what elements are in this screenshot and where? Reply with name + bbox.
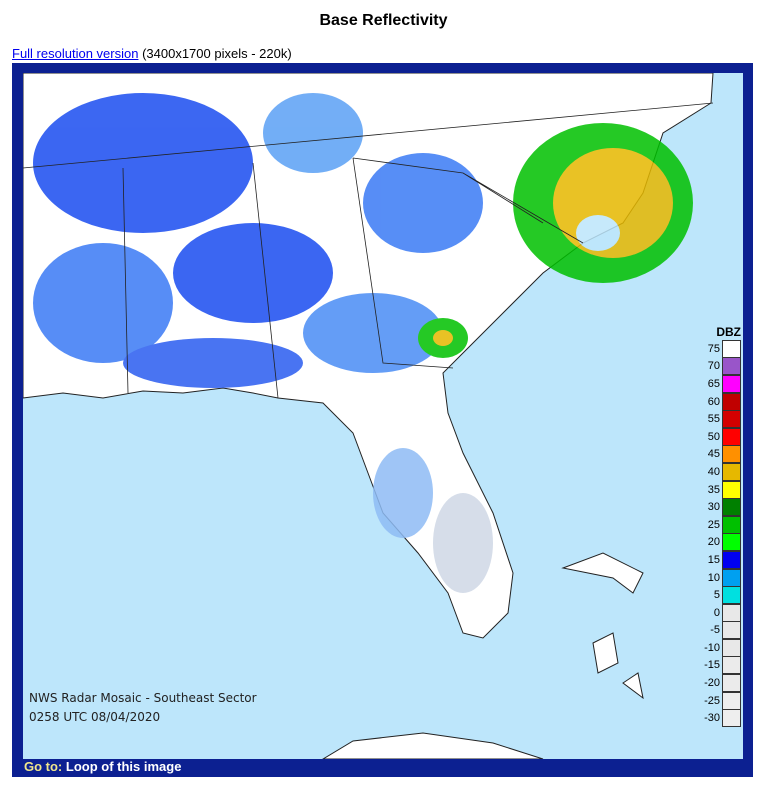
legend-item: 30 — [697, 498, 741, 517]
legend-swatch — [722, 445, 741, 464]
legend-item: 10 — [697, 568, 741, 587]
legend-value: -5 — [710, 624, 720, 637]
map-caption-title: NWS Radar Mosaic - Southeast Sector — [29, 691, 257, 705]
legend-swatch — [722, 427, 741, 446]
legend-swatch — [722, 586, 741, 605]
legend-value: -15 — [704, 659, 720, 672]
resolution-details: (3400x1700 pixels - 220k) — [142, 46, 292, 61]
radar-echoes — [33, 93, 693, 593]
legend-value: 20 — [707, 536, 720, 549]
legend-swatch — [722, 603, 741, 622]
legend-swatch — [722, 357, 741, 376]
legend-swatch — [722, 392, 741, 411]
full-resolution-link[interactable]: Full resolution version — [12, 46, 139, 61]
legend-item: -5 — [697, 621, 741, 640]
legend-value: 65 — [707, 377, 720, 390]
radar-frame: NWS Radar Mosaic - Southeast Sector 0258… — [12, 63, 753, 777]
legend-value: 30 — [707, 501, 720, 514]
legend-value: 50 — [707, 430, 720, 443]
legend-item: -25 — [697, 691, 741, 710]
goto-label: Go to: — [24, 759, 63, 774]
legend-swatch — [722, 410, 741, 429]
loop-link[interactable]: Loop of this image — [65, 759, 182, 774]
legend-item: 65 — [697, 374, 741, 393]
legend-value: 5 — [713, 589, 720, 602]
legend-item: 45 — [697, 445, 741, 464]
legend-value: 45 — [707, 448, 720, 461]
legend-swatch — [722, 638, 741, 657]
legend-item: -10 — [697, 638, 741, 657]
legend-item: 20 — [697, 533, 741, 552]
legend-swatch — [722, 533, 741, 552]
legend-item: -30 — [697, 709, 741, 728]
legend-swatch — [722, 621, 741, 640]
legend-swatch — [722, 568, 741, 587]
land-bahamas — [561, 552, 644, 700]
legend-swatch — [722, 691, 741, 710]
legend-value: 75 — [707, 342, 720, 355]
resolution-line: Full resolution version (3400x1700 pixel… — [12, 46, 292, 61]
radar-map-image[interactable]: NWS Radar Mosaic - Southeast Sector 0258… — [23, 73, 743, 759]
legend-item: -15 — [697, 656, 741, 675]
legend-value: -20 — [704, 677, 720, 690]
legend-title: DBZ — [716, 325, 741, 339]
legend-swatch — [722, 498, 741, 517]
legend-item: 0 — [697, 603, 741, 622]
legend-value: -25 — [704, 694, 720, 707]
legend-item: 60 — [697, 392, 741, 411]
radar-map — [23, 73, 714, 759]
legend-swatch — [722, 709, 741, 728]
legend-item: 70 — [697, 357, 741, 376]
legend-swatch — [722, 480, 741, 499]
legend-item: 35 — [697, 480, 741, 499]
legend-item: 5 — [697, 586, 741, 605]
legend-value: 25 — [707, 518, 720, 531]
legend-swatch — [722, 462, 741, 481]
legend-swatch — [722, 656, 741, 675]
legend-item: 55 — [697, 410, 741, 429]
legend-value: 15 — [707, 553, 720, 566]
state-borders — [23, 102, 714, 399]
legend-value: 10 — [707, 571, 720, 584]
map-caption-timestamp: 0258 UTC 08/04/2020 — [29, 710, 161, 724]
legend-value: -30 — [704, 712, 720, 725]
legend-value: 70 — [707, 360, 720, 373]
legend-value: 0 — [713, 606, 720, 619]
legend-item: 40 — [697, 462, 741, 481]
legend-item: 50 — [697, 427, 741, 446]
legend-swatch — [722, 515, 741, 534]
legend-value: 55 — [707, 413, 720, 426]
legend-item: -20 — [697, 674, 741, 693]
legend-value: 40 — [707, 465, 720, 478]
legend-value: 60 — [707, 395, 720, 408]
dbz-legend: DBZ 75 70 65 60 55 50 45 40 35 30 25 20 15 10 5 0 -5 -10-… — [697, 325, 741, 728]
legend-swatch — [722, 674, 741, 693]
goto-bar: Go to: Loop of this image — [24, 759, 181, 774]
legend-swatch — [722, 374, 741, 393]
legend-value: 35 — [707, 483, 720, 496]
legend-item: 15 — [697, 550, 741, 569]
legend-swatch — [722, 550, 741, 569]
land-cuba — [322, 732, 544, 759]
legend-swatch — [722, 339, 741, 358]
legend-item: 75 — [697, 339, 741, 358]
legend-item: 25 — [697, 515, 741, 534]
page-title: Base Reflectivity — [319, 12, 448, 29]
legend-value: -10 — [704, 641, 720, 654]
